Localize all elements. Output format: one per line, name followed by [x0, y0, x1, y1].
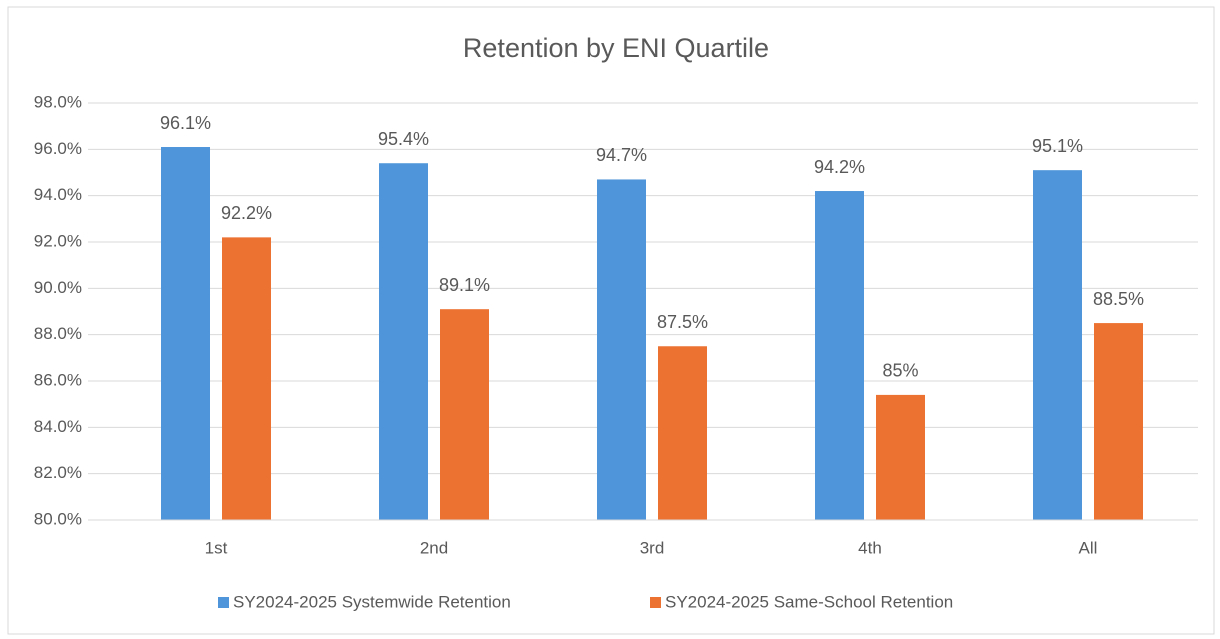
bar — [658, 346, 707, 520]
data-label: 85% — [882, 361, 918, 381]
x-tick-label: 3rd — [640, 538, 665, 557]
bar — [440, 309, 489, 520]
data-label: 87.5% — [657, 312, 708, 332]
x-tick-label: 4th — [858, 538, 882, 557]
bar — [379, 163, 428, 520]
chart-title: Retention by ENI Quartile — [463, 33, 769, 63]
legend-swatch — [650, 597, 661, 608]
bar — [815, 191, 864, 521]
bar — [1094, 323, 1143, 520]
y-tick-label: 82.0% — [34, 463, 82, 482]
data-label: 92.2% — [221, 203, 272, 223]
bar — [222, 237, 271, 520]
y-tick-label: 94.0% — [34, 185, 82, 204]
y-tick-label: 96.0% — [34, 139, 82, 158]
y-tick-label: 88.0% — [34, 324, 82, 343]
bar — [876, 394, 925, 520]
data-label: 96.1% — [160, 113, 211, 133]
data-label: 95.4% — [378, 129, 429, 149]
legend-label: SY2024-2025 Systemwide Retention — [233, 592, 511, 611]
y-tick-label: 98.0% — [34, 92, 82, 111]
y-tick-label: 84.0% — [34, 417, 82, 436]
bar — [597, 179, 646, 520]
data-label: 94.7% — [596, 145, 647, 165]
data-label: 88.5% — [1093, 289, 1144, 309]
bar — [1033, 170, 1082, 520]
y-tick-label: 86.0% — [34, 370, 82, 389]
x-tick-label: 1st — [205, 538, 228, 557]
data-label: 94.2% — [814, 157, 865, 177]
y-tick-label: 90.0% — [34, 278, 82, 297]
data-label: 89.1% — [439, 275, 490, 295]
legend-swatch — [218, 597, 229, 608]
x-tick-label: All — [1079, 538, 1098, 557]
bar — [161, 147, 210, 520]
y-tick-label: 80.0% — [34, 509, 82, 528]
data-label: 95.1% — [1032, 136, 1083, 156]
x-tick-label: 2nd — [420, 538, 448, 557]
y-tick-label: 92.0% — [34, 231, 82, 250]
legend-label: SY2024-2025 Same-School Retention — [665, 592, 953, 611]
